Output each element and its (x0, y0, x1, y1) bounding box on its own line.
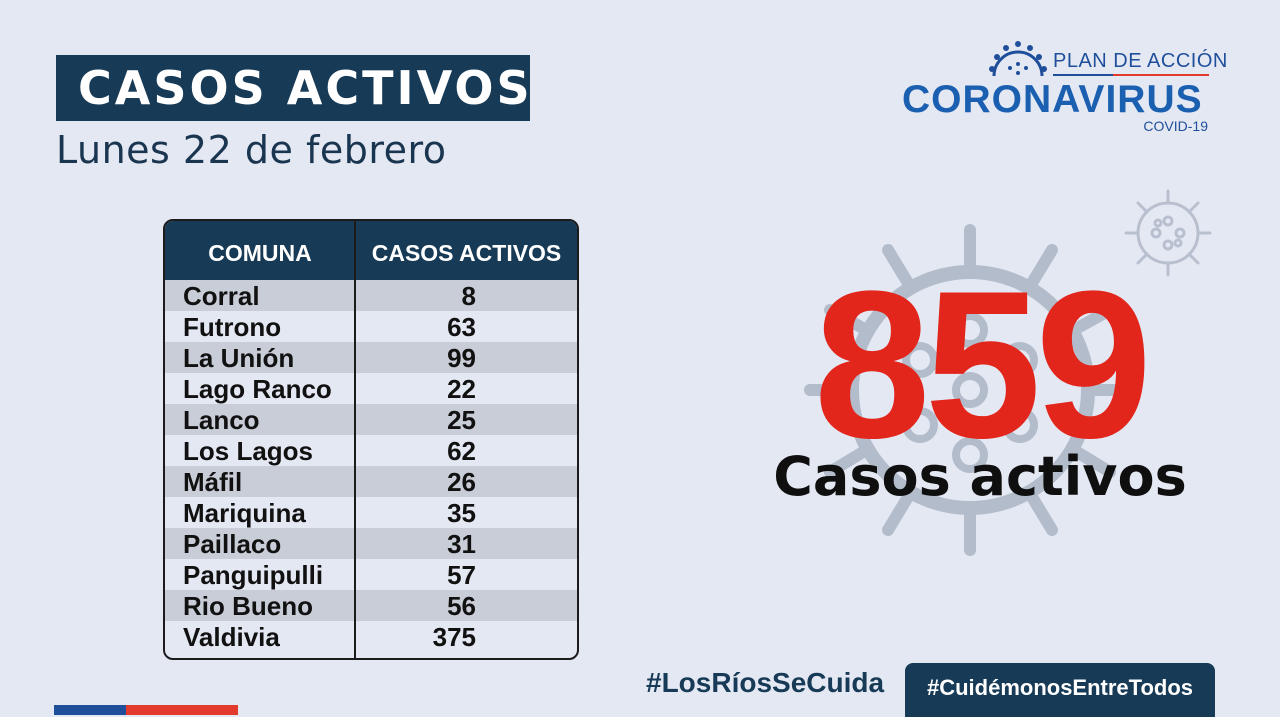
comuna-name: Rio Bueno (183, 591, 313, 621)
case-count: 26 (447, 467, 476, 497)
total-cases-number: 859 (813, 247, 1152, 482)
table-row: Panguipulli 57 (165, 559, 577, 590)
virus-icon (989, 41, 1047, 77)
table-rows: Corral 8 Futrono 63 La Unión 99 Lago Ranco 2… (165, 280, 577, 652)
table-row: Máfil 26 (165, 466, 577, 497)
logo-divider (1053, 74, 1209, 76)
comuna-name: La Unión (183, 343, 295, 373)
logo-sub-text: COVID-19 (1143, 118, 1208, 134)
virus-icon (804, 224, 1136, 556)
case-count: 57 (447, 560, 476, 590)
case-count: 56 (447, 591, 476, 621)
table-header: COMUNA CASOS ACTIVOS (165, 221, 577, 280)
comuna-name: Valdivia (183, 622, 280, 652)
table-row: Futrono 63 (165, 311, 577, 342)
table-row: Los Lagos 62 (165, 435, 577, 466)
case-count: 35 (447, 498, 476, 528)
comuna-name: Mariquina (183, 498, 306, 528)
brand-bar (54, 705, 238, 715)
header-casos: CASOS ACTIVOS (371, 240, 562, 266)
case-count: 375 (432, 622, 476, 652)
column-divider (354, 221, 356, 658)
table-row: Rio Bueno 56 (165, 590, 577, 621)
total-cases-label: Casos activos (773, 445, 1187, 508)
logo-main-text: CORONAVIRUS (902, 78, 1203, 121)
case-count: 22 (447, 374, 476, 404)
case-count: 63 (447, 312, 476, 342)
case-count: 31 (447, 529, 476, 559)
page-title: CASOS ACTIVOS (56, 55, 530, 121)
comuna-name: Máfil (183, 467, 243, 497)
table-row: Corral 8 (165, 280, 577, 311)
table-row: Mariquina 35 (165, 497, 577, 528)
table-row: Valdivia 375 (165, 621, 577, 652)
cases-table: COMUNA CASOS ACTIVOS Corral 8 Futrono 63 L… (163, 219, 579, 660)
case-count: 25 (447, 405, 476, 435)
logo-plan-text: PLAN DE ACCIÓN (1053, 50, 1228, 72)
table-row: Lanco 25 (165, 404, 577, 435)
comuna-name: Lanco (183, 405, 260, 435)
comuna-name: Lago Ranco (183, 374, 332, 404)
hashtag-los-rios: #LosRíosSeCuida (646, 667, 885, 698)
comuna-name: Paillaco (183, 529, 282, 559)
table-row: La Unión 99 (165, 342, 577, 373)
hashtag-cuidemonos: #CuidémonosEntreTodos (905, 663, 1215, 717)
comuna-name: Futrono (183, 312, 282, 342)
case-count: 99 (447, 343, 476, 373)
comuna-name: Panguipulli (183, 560, 324, 590)
virus-icon (1124, 189, 1212, 277)
table-row: Lago Ranco 22 (165, 373, 577, 404)
header-comuna: COMUNA (208, 240, 312, 266)
table-row: Paillaco 31 (165, 528, 577, 559)
case-count: 8 (461, 281, 476, 311)
case-count: 62 (447, 436, 476, 466)
comuna-name: Los Lagos (183, 436, 314, 466)
date-subtitle: Lunes 22 de febrero (56, 128, 447, 172)
plan-logo: PLAN DE ACCIÓN CORONAVIRUS COVID-19 (900, 38, 1227, 138)
comuna-name: Corral (183, 281, 260, 311)
